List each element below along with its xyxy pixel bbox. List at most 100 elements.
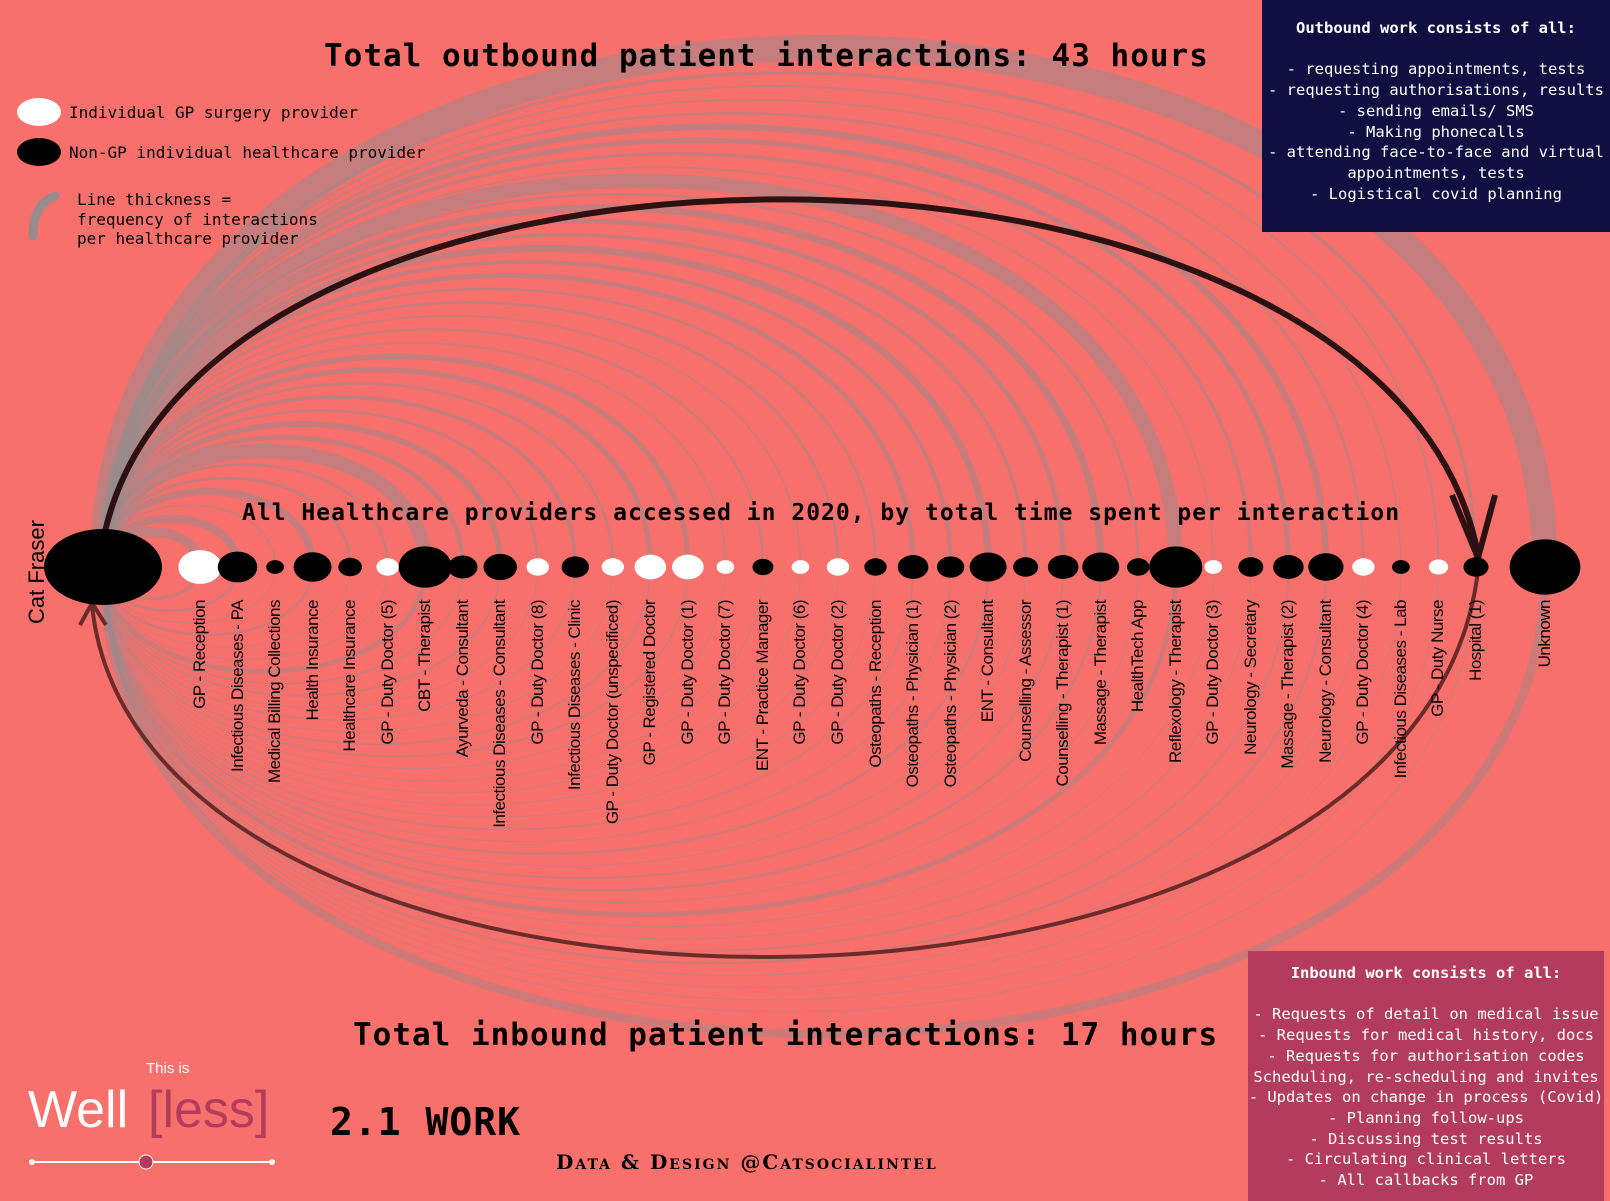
provider-label: Massage - Therapist <box>1090 600 1110 746</box>
legend-line-3: per healthcare provider <box>77 229 299 248</box>
inbound-arc <box>102 566 389 660</box>
inbound-arrow <box>90 569 1480 959</box>
provider-node <box>561 556 589 578</box>
non-gp-legend-dot <box>17 138 61 166</box>
inbound-arc <box>101 566 1327 965</box>
outbound-arc <box>100 421 504 568</box>
outbound-arc <box>99 244 992 568</box>
provider-label: Hospital (1) <box>1466 600 1485 681</box>
inbound-item: - Requests of detail on medical issue <box>1253 1005 1599 1024</box>
section-label: 2.1 WORK <box>330 1100 522 1144</box>
line-thickness-legend-icon <box>28 191 60 240</box>
inbound-arc <box>102 566 952 843</box>
outbound-item: - requesting authorisations, results <box>1268 81 1604 100</box>
inbound-item: - All callbacks from GP <box>1318 1171 1534 1190</box>
provider-label: Massage - Therapist (2) <box>1278 600 1298 769</box>
inbound-arc <box>102 566 1065 879</box>
outbound-box-title: Outbound work consists of all: <box>1296 19 1576 37</box>
brand-intro: This is <box>146 1060 190 1077</box>
provider-node <box>752 558 774 576</box>
inbound-arc <box>102 566 1139 903</box>
provider-label: Infectious Diseases - Lab <box>1390 600 1410 779</box>
inbound-item: - Requests for authorisation codes <box>1267 1046 1585 1065</box>
provider-node <box>672 554 704 580</box>
legend-line-2: frequency of interactions <box>77 209 318 229</box>
outbound-arc <box>101 395 578 568</box>
provider-node <box>526 558 549 576</box>
provider-node <box>483 553 518 581</box>
brand-logo: This is Well [less] <box>28 1060 278 1170</box>
outbound-title: Total outbound patient interactions: 43 … <box>324 38 1209 74</box>
provider-node <box>178 550 222 584</box>
inbound-arc <box>102 566 764 782</box>
provider-label: GP - Duty Doctor (6) <box>790 600 810 745</box>
provider-label: Counselling - Therapist (1) <box>1053 600 1073 787</box>
inbound-arc <box>98 566 1550 1039</box>
provider-node <box>864 558 887 576</box>
provider-nodes <box>178 539 1581 595</box>
provider-label: Osteopaths - Physician (2) <box>940 600 960 788</box>
provider-label: GP - Reception <box>190 600 209 709</box>
inbound-arc <box>102 566 689 758</box>
provider-node <box>601 558 625 576</box>
inbound-item: - Circulating clinical letters <box>1286 1150 1566 1169</box>
provider-label: GP - Duty Doctor (2) <box>828 600 847 745</box>
outbound-item: - attending face-to-face and virtual <box>1268 143 1604 162</box>
inbound-arc <box>102 566 1439 1001</box>
provider-node <box>1047 555 1079 579</box>
provider-node <box>1082 552 1120 582</box>
brand-well: Well <box>28 1081 129 1139</box>
inbound-title: Total inbound patient interactions: 17 h… <box>353 1017 1219 1053</box>
provider-node <box>293 552 332 582</box>
brand-less: [less] <box>148 1081 270 1139</box>
outbound-item: - requesting appointments, tests <box>1286 60 1586 79</box>
inbound-arc <box>101 566 990 855</box>
outbound-arc <box>95 173 1183 568</box>
provider-label: Infectious Diseases - Consultant <box>490 600 510 828</box>
provider-node <box>266 560 284 574</box>
provider-node <box>897 555 929 579</box>
credit-line: Data & Design @Catsocialintel <box>556 1150 938 1174</box>
outbound-item: - sending emails/ SMS <box>1338 101 1534 120</box>
inbound-arc <box>102 566 839 806</box>
provider-label: Osteopaths - Reception <box>865 600 885 768</box>
outbound-arc <box>102 166 1215 568</box>
outbound-arc <box>101 409 540 568</box>
provider-label: Neurology - Consultant <box>1315 600 1335 763</box>
provider-label: Infectious Diseases - PA <box>227 600 247 772</box>
person-node <box>44 529 162 605</box>
provider-label: GP - Duty Doctor (7) <box>715 600 735 745</box>
provider-label: GP - Duty Doctor (4) <box>1353 600 1373 745</box>
provider-label: GP - Duty Doctor (8) <box>527 600 547 745</box>
inbound-arc <box>102 566 1290 952</box>
inbound-item: - Updates on change in process (Covid) <box>1248 1088 1604 1107</box>
inbound-item: - Requests for medical history, docs <box>1258 1026 1594 1045</box>
inbound-arc <box>102 566 1027 867</box>
provider-node <box>634 554 667 580</box>
provider-label: Healthcare Insurance <box>340 600 360 752</box>
inbound-arc <box>102 566 914 831</box>
provider-node <box>1204 560 1223 574</box>
outbound-arc <box>102 342 727 568</box>
provider-node <box>1149 546 1203 588</box>
center-title: All Healthcare providers accessed in 202… <box>242 500 1401 526</box>
provider-node <box>1463 557 1489 577</box>
provider-label: Health Insurance <box>302 600 322 721</box>
provider-label: ENT - Consultant <box>978 600 998 723</box>
outbound-arc <box>90 35 1558 568</box>
provider-label: Counselling - Assessor <box>1015 600 1035 762</box>
outbound-item: - Making phonecalls <box>1347 122 1525 141</box>
provider-node <box>1509 539 1581 595</box>
provider-node <box>1238 557 1264 577</box>
legend-line-1: Line thickness = <box>77 190 232 209</box>
provider-node <box>936 556 965 578</box>
provider-label: Osteopaths - Physician (1) <box>903 600 923 788</box>
inbound-arc <box>102 566 1214 928</box>
inbound-arc <box>102 566 726 769</box>
inbound-item: Scheduling, re-scheduling and invites <box>1253 1067 1599 1086</box>
provider-label: ENT - Practice Manager <box>752 600 772 772</box>
provider-label: Unknown <box>1535 600 1554 668</box>
provider-node <box>1127 558 1150 576</box>
provider-label: GP - Duty Doctor (3) <box>1203 600 1223 745</box>
inbound-arc <box>102 566 652 746</box>
